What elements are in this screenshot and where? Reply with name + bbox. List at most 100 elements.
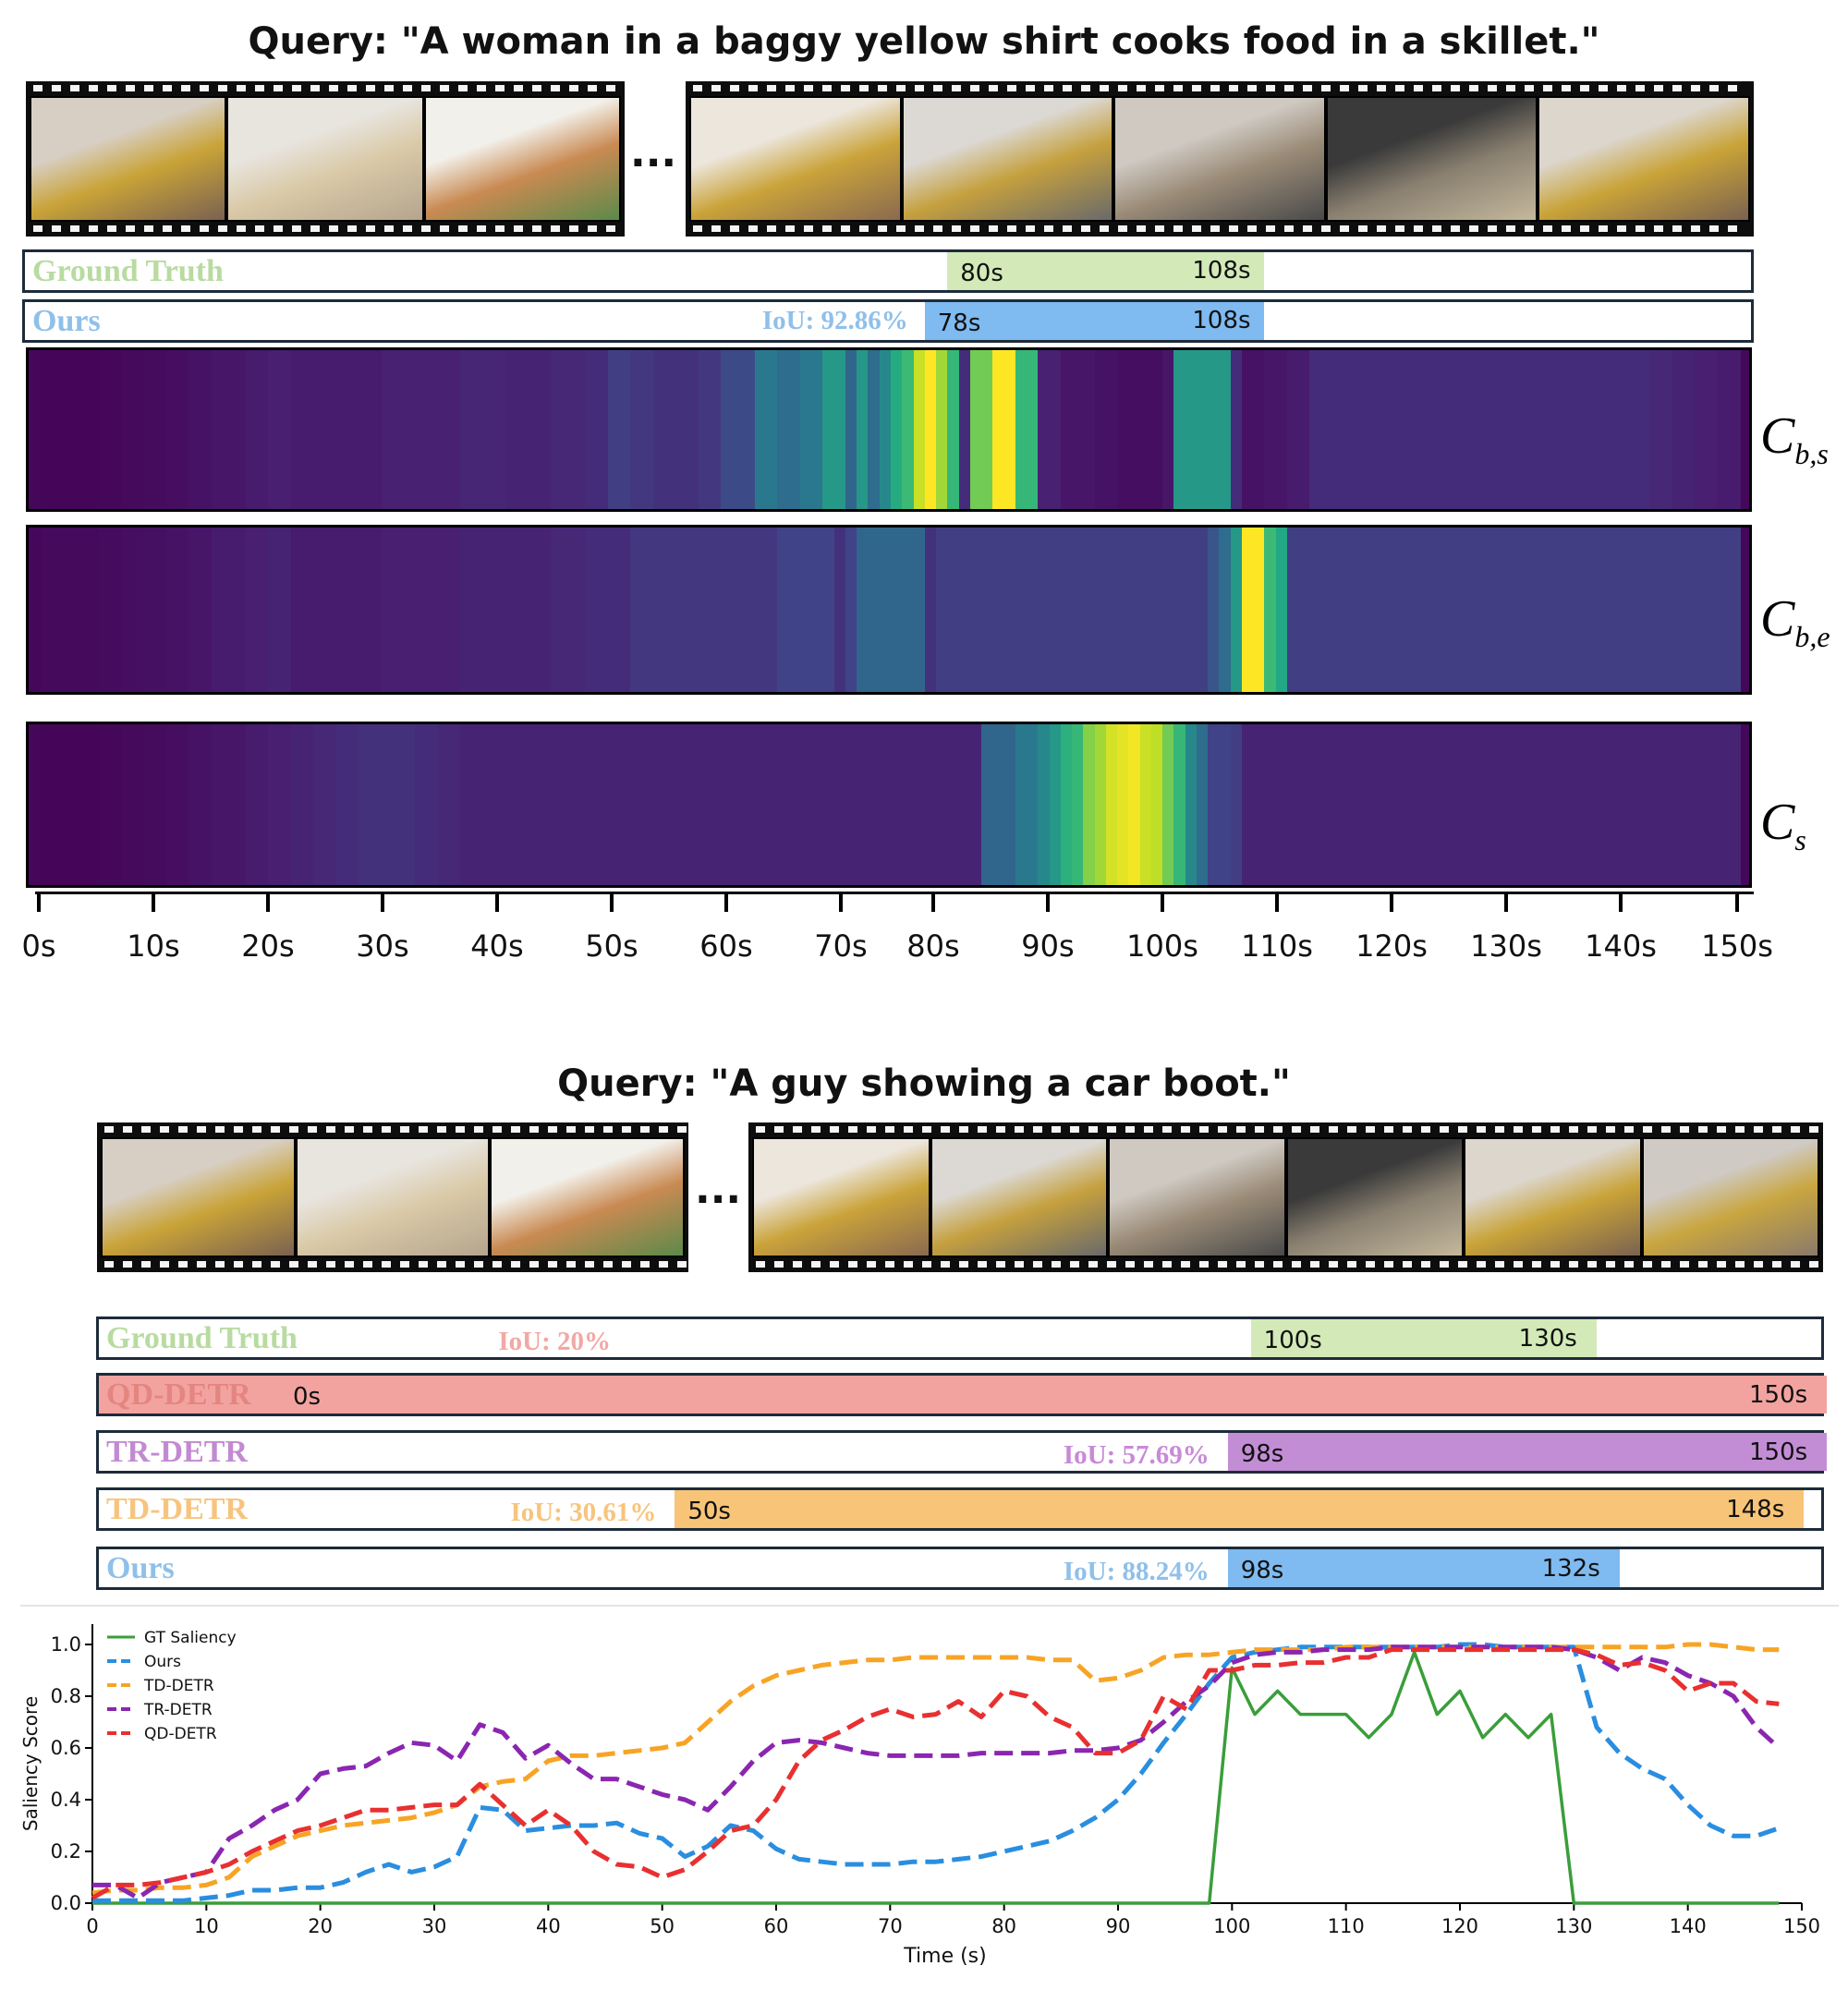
sprocket-hole: [885, 1126, 894, 1133]
heatmap-cell: [109, 528, 122, 692]
top-ours-start-time: 78s: [937, 309, 981, 337]
sprocket-hole: [326, 1261, 335, 1268]
heatmap-cell: [1173, 350, 1186, 509]
sprocket-hole: [384, 225, 394, 232]
heatmap-cell: [1027, 724, 1039, 885]
heatmap-cell: [1003, 724, 1016, 885]
y-tick-label: 0.0: [51, 1892, 81, 1914]
sprocket-hole: [234, 1126, 243, 1133]
heatmap-cell: [585, 350, 597, 509]
heatmap-cell: [392, 528, 405, 692]
heatmap-cell: [1196, 350, 1209, 509]
sprocket-hole: [1292, 1126, 1301, 1133]
heatmap-cell: [98, 528, 111, 692]
man-at-boot-frame: man-at-boot: [1464, 1137, 1642, 1257]
heatmap-cell: [268, 724, 280, 885]
sprocket-hole: [1754, 1261, 1763, 1268]
man-at-car-door-frame: man-at-car-door: [930, 1137, 1108, 1257]
sprocket-hole: [785, 85, 795, 91]
sprocket-hole: [548, 1261, 557, 1268]
sprocket-hole: [495, 225, 505, 232]
heatmap-cell: [1728, 724, 1741, 885]
heatmap-cell: [177, 724, 189, 885]
bottom-ours-interval-fill: [1227, 1549, 1620, 1587]
heatmap-cell: [607, 350, 620, 509]
sprocket-hole: [1451, 85, 1460, 91]
heatmap-cell: [641, 724, 654, 885]
heatmap-cell: [732, 350, 745, 509]
heatmap-cell: [811, 350, 824, 509]
sprocket-hole: [1144, 1126, 1153, 1133]
y-tick-label: 0.2: [51, 1840, 81, 1863]
heatmap-cell: [87, 724, 99, 885]
heatmap-cell: [1479, 528, 1492, 692]
heatmap-cell: [505, 724, 518, 885]
heatmap-cell: [732, 528, 745, 692]
heatmap-cell: [607, 724, 620, 885]
heatmap-cell: [879, 724, 892, 885]
sprocket-hole: [492, 1261, 502, 1268]
heatmap-cell: [947, 350, 960, 509]
sprocket-hole: [1321, 225, 1331, 232]
sprocket-hole: [622, 1126, 631, 1133]
sprocket-hole: [123, 1126, 132, 1133]
heatmap-cell: [482, 528, 495, 692]
heatmap-cell: [1683, 350, 1696, 509]
sprocket-hole: [1635, 225, 1645, 232]
heatmap-cell: [630, 724, 643, 885]
sprocket-hole: [1458, 1261, 1467, 1268]
axis-tick-label: 10s: [127, 928, 180, 964]
sprocket-hole: [1562, 225, 1571, 232]
heatmap-cell: [891, 350, 903, 509]
heatmap-cell: [879, 528, 892, 692]
heatmap-cell: [1139, 724, 1152, 885]
heatmap-cell: [1230, 350, 1243, 509]
heatmap-cell: [188, 350, 201, 509]
heatmap-cell: [596, 350, 609, 509]
heatmap-cell: [1592, 528, 1605, 692]
heatmap-cell: [1083, 350, 1096, 509]
sprocket-hole: [989, 85, 998, 91]
sprocket-hole: [1717, 1261, 1726, 1268]
heatmap-cell: [1490, 528, 1503, 692]
sprocket-hole: [163, 225, 172, 232]
sprocket-hole: [529, 1261, 539, 1268]
heatmap-cell: [618, 528, 631, 692]
heatmap-cell: [359, 724, 371, 885]
x-tick-label: 100: [1213, 1915, 1250, 1937]
heatmap-cell: [404, 528, 416, 692]
sprocket-hole: [1284, 85, 1294, 91]
heatmap-cell: [234, 528, 247, 692]
x-tick-label: 30: [422, 1915, 447, 1937]
sprocket-hole: [1624, 1126, 1634, 1133]
sprocket-hole: [308, 1126, 317, 1133]
sprocket-hole: [1488, 225, 1497, 232]
heatmap-cell: [1275, 528, 1288, 692]
heatmap-cell: [1366, 350, 1379, 509]
sprocket-hole: [382, 1261, 391, 1268]
heatmap-label-base: C: [1760, 590, 1795, 648]
sprocket-hole: [1052, 1261, 1061, 1268]
sprocket-hole: [1672, 225, 1682, 232]
sprocket-hole: [603, 1126, 613, 1133]
heatmap-cell: [1094, 528, 1107, 692]
heatmap-cell: [290, 724, 303, 885]
sprocket-hole: [382, 1126, 391, 1133]
heatmap-cell: [1286, 724, 1299, 885]
heatmap-cell: [698, 528, 711, 692]
sprocket-hole: [659, 1126, 668, 1133]
heatmap-cell: [1558, 528, 1571, 692]
top-ground-truth-interval-bar: Ground Truth 80s 108s: [22, 249, 1754, 293]
bottom-td-detr-iou: IoU: 30.61%: [510, 1498, 657, 1527]
heatmap-cell: [64, 350, 77, 509]
heatmap-cell: [1139, 350, 1152, 509]
heatmap-cell: [1298, 724, 1310, 885]
heatmap-cell: [1094, 350, 1107, 509]
heatmap-cell: [335, 724, 348, 885]
bottom-qd-detr-start-time: 0s: [293, 1383, 322, 1411]
heatmap-cell: [1072, 528, 1084, 692]
heatmap-cell: [936, 724, 948, 885]
heatmap-cell: [1343, 528, 1356, 692]
heatmap-cell: [799, 724, 812, 885]
heatmap-cell: [822, 528, 835, 692]
